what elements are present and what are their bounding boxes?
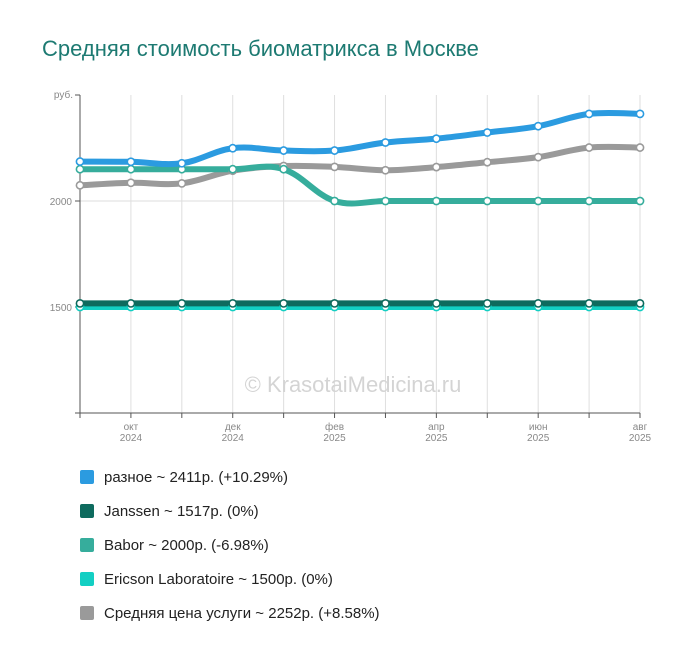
- series-point: [279, 298, 289, 308]
- series-point: [330, 146, 339, 155]
- series-point: [584, 298, 594, 308]
- legend-swatch: [80, 538, 94, 552]
- x-tick-label-year: 2025: [629, 433, 652, 444]
- legend-item: Средняя цена услуги ~ 2252р. (+8.58%): [80, 596, 380, 630]
- series-point: [482, 298, 492, 308]
- series-point: [126, 157, 136, 167]
- series-point: [533, 196, 543, 206]
- y-axis-unit-label: руб.: [54, 89, 73, 101]
- series-point: [75, 157, 85, 166]
- series-point: [431, 298, 441, 308]
- legend-label: Ericson Laboratoire ~ 1500р. (0%): [104, 570, 333, 588]
- series-point: [635, 109, 645, 119]
- legend-item: Babor ~ 2000р. (-6.98%): [80, 528, 380, 562]
- legend-item: Ericson Laboratoire ~ 1500р. (0%): [80, 562, 380, 596]
- series-point: [381, 196, 390, 206]
- series-point: [177, 158, 187, 168]
- series-point: [75, 164, 85, 174]
- series-point: [330, 162, 339, 172]
- series-point: [75, 298, 85, 308]
- x-tick-label-month: окт: [124, 422, 139, 433]
- x-tick-label-year: 2025: [425, 433, 448, 444]
- series-point: [381, 138, 390, 147]
- series-line: [77, 163, 643, 207]
- legend-item: разное ~ 2411р. (+10.29%): [80, 460, 380, 494]
- chart-plot: руб.15002000окт2024дек2024фев2025апр2025…: [50, 89, 652, 444]
- series-point: [330, 196, 339, 206]
- series-point: [533, 298, 543, 308]
- series-point: [635, 196, 645, 206]
- series-point: [584, 109, 594, 119]
- y-tick-label: 1500: [50, 303, 73, 314]
- series-point: [381, 298, 390, 308]
- series-point: [126, 178, 136, 188]
- x-tick-label-month: апр: [428, 422, 445, 433]
- series-line: [77, 109, 643, 168]
- x-tick-label-year: 2024: [222, 433, 245, 444]
- series-point: [279, 164, 289, 174]
- series-point: [584, 143, 594, 152]
- x-tick-label-year: 2025: [527, 433, 550, 444]
- series-point: [126, 164, 136, 174]
- watermark: © KrasotaiMedicina.ru: [245, 372, 462, 397]
- legend-label: Средняя цена услуги ~ 2252р. (+8.58%): [104, 604, 380, 622]
- series-point: [482, 128, 492, 137]
- x-tick-label-month: фев: [325, 421, 344, 433]
- series-point: [330, 298, 339, 308]
- legend-swatch: [80, 470, 94, 484]
- series-point: [381, 165, 390, 175]
- legend-swatch: [80, 504, 94, 518]
- legend-label: разное ~ 2411р. (+10.29%): [104, 468, 289, 486]
- series-point: [177, 179, 187, 188]
- series-point: [431, 196, 441, 206]
- legend-swatch: [80, 606, 94, 620]
- series-lines: [75, 109, 645, 312]
- legend-label: Janssen ~ 1517р. (0%): [104, 502, 259, 520]
- x-tick-label-month: дек: [225, 422, 241, 433]
- x-tick-label-year: 2025: [323, 433, 346, 444]
- grid-lines: [80, 95, 641, 413]
- legend-swatch: [80, 572, 94, 586]
- y-tick-label: 2000: [50, 197, 73, 208]
- series-point: [431, 134, 441, 144]
- series-point: [584, 196, 594, 206]
- x-tick-label-month: авг: [633, 422, 648, 433]
- axes: руб.15002000окт2024дек2024фев2025апр2025…: [50, 89, 652, 444]
- series-point: [635, 298, 645, 308]
- series-point: [228, 164, 238, 174]
- series-line: [77, 143, 643, 189]
- series-point: [228, 143, 238, 153]
- series-point: [635, 143, 645, 152]
- x-tick-label-year: 2024: [120, 433, 143, 444]
- series-point: [75, 180, 85, 190]
- series-point: [533, 121, 543, 131]
- legend-item: Janssen ~ 1517р. (0%): [80, 494, 380, 528]
- legend-label: Babor ~ 2000р. (-6.98%): [104, 536, 269, 554]
- series-point: [279, 146, 289, 155]
- series-point: [431, 162, 441, 172]
- series-point: [228, 298, 238, 308]
- legend: разное ~ 2411р. (+10.29%) Janssen ~ 1517р…: [80, 460, 380, 630]
- x-tick-label-month: июн: [529, 422, 548, 433]
- series-point: [533, 152, 543, 162]
- series-point: [126, 298, 136, 308]
- series-point: [177, 298, 187, 308]
- series-point: [482, 196, 492, 206]
- series-point: [482, 157, 492, 167]
- chart-title: Средняя стоимость биоматрикса в Москве: [42, 36, 479, 61]
